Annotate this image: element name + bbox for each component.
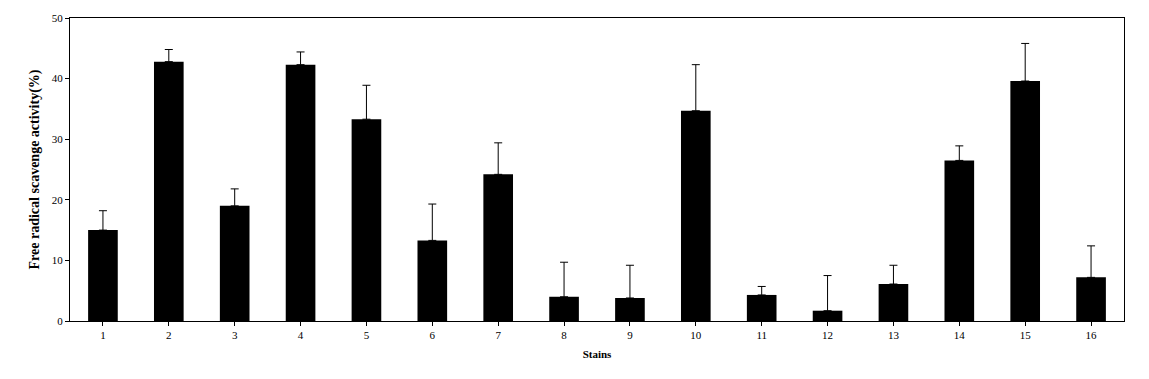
svg-text:30: 30 <box>52 133 64 145</box>
svg-text:2: 2 <box>166 329 172 341</box>
svg-text:8: 8 <box>561 329 567 341</box>
svg-text:13: 13 <box>888 329 900 341</box>
svg-text:Stains: Stains <box>583 348 612 360</box>
svg-text:0: 0 <box>57 315 63 327</box>
svg-text:10: 10 <box>690 329 702 341</box>
svg-text:1: 1 <box>100 329 106 341</box>
svg-text:12: 12 <box>822 329 833 341</box>
svg-text:7: 7 <box>495 329 501 341</box>
svg-text:6: 6 <box>430 329 436 341</box>
svg-text:5: 5 <box>364 329 370 341</box>
svg-text:Free radical scavenge activity: Free radical scavenge activity(%) <box>27 69 43 269</box>
svg-text:3: 3 <box>232 329 238 341</box>
svg-text:9: 9 <box>627 329 633 341</box>
svg-text:10: 10 <box>52 254 64 266</box>
svg-text:11: 11 <box>756 329 767 341</box>
svg-text:4: 4 <box>298 329 304 341</box>
svg-text:50: 50 <box>52 12 64 24</box>
svg-text:14: 14 <box>954 329 966 341</box>
svg-text:20: 20 <box>52 194 64 206</box>
svg-text:16: 16 <box>1086 329 1098 341</box>
svg-text:15: 15 <box>1020 329 1032 341</box>
svg-text:40: 40 <box>52 72 64 84</box>
